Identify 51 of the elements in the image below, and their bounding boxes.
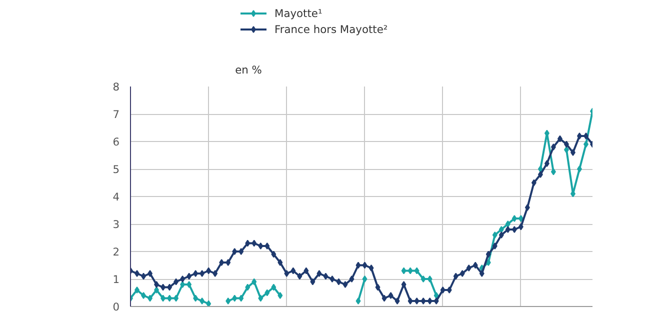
point xyxy=(141,292,146,299)
point xyxy=(427,276,432,282)
point xyxy=(550,168,556,176)
point xyxy=(512,215,517,222)
point xyxy=(167,294,172,302)
y-tick-label: 7 xyxy=(112,108,120,121)
point xyxy=(498,226,504,233)
point xyxy=(576,166,582,172)
point xyxy=(356,298,361,304)
y-tick-label: 8 xyxy=(112,80,120,94)
point xyxy=(174,294,179,302)
point xyxy=(200,298,205,304)
legend-label: Mayotte¹ xyxy=(274,7,322,20)
point xyxy=(238,294,244,302)
point xyxy=(180,281,186,288)
y-tick-label: 3 xyxy=(112,218,120,231)
legend-label: France hors Mayotte² xyxy=(274,23,388,36)
point xyxy=(420,276,426,282)
point xyxy=(264,289,270,296)
point xyxy=(154,286,160,294)
point xyxy=(134,286,140,294)
point xyxy=(518,215,524,222)
point xyxy=(258,294,264,302)
point xyxy=(226,298,231,304)
point xyxy=(362,276,368,282)
point xyxy=(505,220,510,228)
y-tick-label: 4 xyxy=(112,190,120,204)
point xyxy=(434,292,439,299)
point xyxy=(401,267,406,274)
point xyxy=(252,278,257,286)
point xyxy=(245,284,250,291)
y-tick-label: 5 xyxy=(112,163,120,176)
point xyxy=(486,259,491,266)
y-tick-label: 0 xyxy=(112,300,120,314)
y-tick-label: 6 xyxy=(112,136,120,148)
point xyxy=(278,292,283,299)
y-axis-title: en % xyxy=(235,64,262,76)
point xyxy=(160,294,166,302)
y-tick-label: 2 xyxy=(112,246,120,258)
point xyxy=(564,146,569,154)
point xyxy=(492,232,498,238)
point xyxy=(206,300,212,306)
point xyxy=(583,140,588,148)
point xyxy=(193,294,198,302)
point xyxy=(232,294,238,302)
y-tick-label: 1 xyxy=(112,273,120,286)
point xyxy=(408,267,413,274)
point xyxy=(414,267,420,274)
point xyxy=(148,294,153,302)
point xyxy=(271,284,276,291)
point xyxy=(186,281,192,288)
